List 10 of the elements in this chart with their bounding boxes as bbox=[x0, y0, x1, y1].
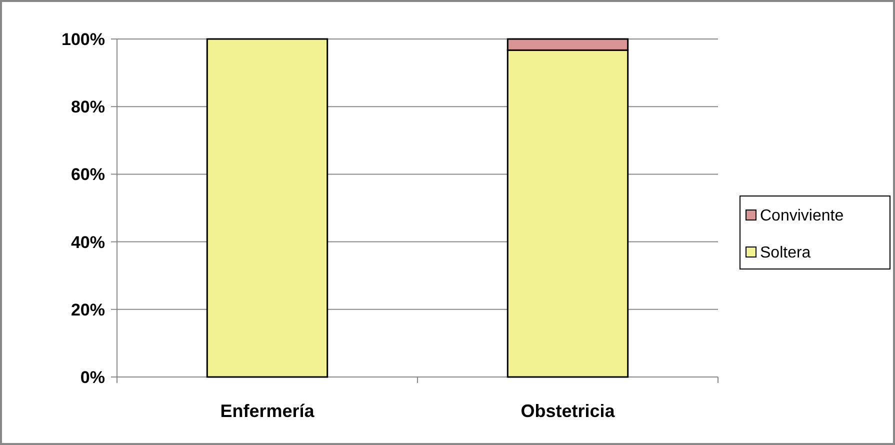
y-tick-label: 0% bbox=[80, 368, 105, 387]
y-tick-label: 60% bbox=[70, 165, 105, 184]
legend-label: Conviviente bbox=[760, 208, 844, 225]
x-tick-label: Obstetricia bbox=[520, 401, 616, 421]
y-tick-label: 100% bbox=[62, 30, 105, 49]
legend-label: Soltera bbox=[760, 244, 811, 262]
y-tick-label: 80% bbox=[70, 98, 105, 117]
y-tick-label: 40% bbox=[70, 232, 105, 252]
y-tick-label: 20% bbox=[70, 300, 105, 320]
x-tick-label: Enfermería bbox=[220, 401, 316, 421]
